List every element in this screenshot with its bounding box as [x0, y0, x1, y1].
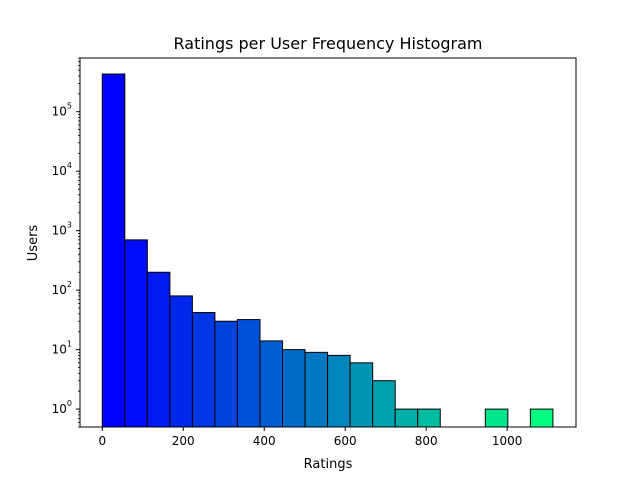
x-tick-label: 200 — [172, 434, 195, 448]
histogram-bar — [259, 340, 284, 428]
y-tick-label: 100 — [52, 399, 72, 416]
histogram-bar — [191, 312, 216, 428]
histogram-bar — [282, 349, 306, 428]
histogram-bar — [349, 362, 374, 428]
histogram-bar — [304, 351, 329, 428]
y-tick-label: 104 — [52, 161, 72, 178]
y-tick-label: 103 — [52, 221, 72, 238]
y-tick-label: 102 — [52, 280, 72, 297]
histogram-bar — [124, 239, 148, 428]
histogram-bar — [484, 408, 509, 428]
histogram-bar — [529, 408, 554, 428]
x-ticks: 0 200 400 600 800 1000 — [98, 427, 522, 448]
chart-title: Ratings per User Frequency Histogram — [174, 34, 483, 53]
x-tick-label: 400 — [253, 434, 276, 448]
x-tick-label: 1000 — [492, 434, 523, 448]
x-tick-label: 800 — [415, 434, 438, 448]
histogram-bar — [169, 295, 193, 428]
y-ticks: 100 101 102 103 104 105 — [52, 102, 80, 416]
plot-frame — [79, 57, 577, 428]
y-tick-label: 105 — [52, 102, 72, 119]
histogram-bar — [236, 319, 261, 428]
x-axis-label: Ratings — [304, 457, 353, 472]
histogram-bar — [214, 320, 238, 428]
x-tick-label: 0 — [98, 434, 106, 448]
bars-group — [101, 73, 554, 428]
y-tick-label: 101 — [52, 340, 72, 357]
histogram-bar — [101, 73, 126, 428]
histogram-bar — [417, 408, 441, 428]
histogram-bar — [146, 271, 171, 428]
x-tick-label: 600 — [334, 434, 357, 448]
histogram-bar — [372, 380, 396, 428]
histogram-bar — [327, 354, 351, 428]
histogram-bar — [394, 408, 419, 428]
y-axis-label: Users — [26, 225, 41, 262]
